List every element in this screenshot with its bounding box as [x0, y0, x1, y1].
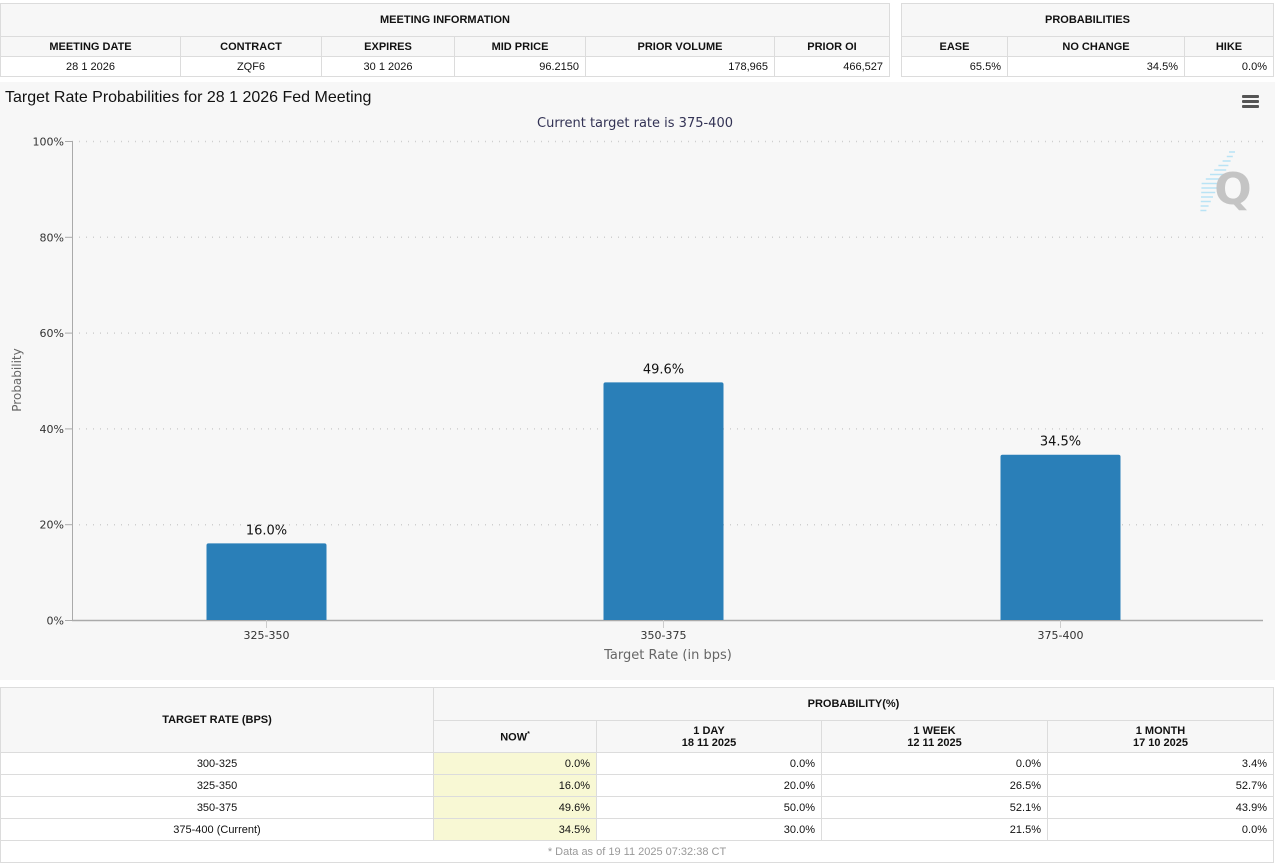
bar-data-label: 16.0% [246, 523, 287, 538]
chart-title: Target Rate Probabilities for 28 1 2026 … [5, 89, 372, 106]
one-week-column-header: 1 WEEK 12 11 2025 [821, 720, 1048, 753]
no-change-value: 34.5% [1007, 56, 1185, 77]
footnote-marker: * [527, 731, 530, 739]
no-change-header: NO CHANGE [1007, 36, 1185, 57]
meeting-date-value: 28 1 2026 [0, 56, 181, 77]
expires-header: EXPIRES [321, 36, 455, 57]
probabilities-table: PROBABILITIES EASE NO CHANGE HIKE 65.5% … [901, 3, 1274, 77]
x-tick-label: 350-375 [641, 629, 687, 642]
y-tick-label: 0% [47, 615, 64, 628]
table-row: 350-375 49.6% 50.0% 52.1% 43.9% [0, 796, 1274, 819]
one-day-cell: 20.0% [596, 774, 822, 797]
contract-value: ZQF6 [180, 56, 322, 77]
one-month-cell: 0.0% [1047, 818, 1274, 841]
hamburger-menu-icon[interactable] [1242, 95, 1259, 109]
probabilities-header: PROBABILITIES [901, 3, 1274, 37]
hike-value: 0.0% [1184, 56, 1274, 77]
one-month-label: 1 MONTH [1135, 724, 1186, 737]
one-month-column-header: 1 MONTH 17 10 2025 [1047, 720, 1274, 753]
bar-chart: Q Current target rate is 375-400 0% 20% 40… [10, 116, 1263, 663]
y-tick-label: 80% [40, 231, 64, 244]
one-day-cell: 0.0% [596, 752, 822, 775]
now-cell: 0.0% [433, 752, 597, 775]
x-tick-label: 325-350 [244, 629, 290, 642]
one-day-column-header: 1 DAY 18 11 2025 [596, 720, 822, 753]
mid-price-header: MID PRICE [454, 36, 586, 57]
one-day-cell: 30.0% [596, 818, 822, 841]
bar-data-label: 49.6% [643, 362, 684, 377]
prior-oi-header: PRIOR OI [774, 36, 890, 57]
y-tick-label: 60% [40, 327, 64, 340]
bar [603, 382, 724, 620]
y-tick-label: 40% [40, 423, 64, 436]
watermark-q: Q [1214, 164, 1251, 215]
chart-panel: Target Rate Probabilities for 28 1 2026 … [0, 82, 1275, 680]
prior-volume-value: 178,965 [585, 56, 775, 77]
one-month-date: 17 10 2025 [1132, 736, 1189, 749]
bar-data-label: 34.5% [1040, 435, 1081, 450]
y-tick-label: 20% [40, 519, 64, 532]
one-week-label: 1 WEEK [913, 724, 956, 737]
ease-header: EASE [901, 36, 1008, 57]
now-cell: 34.5% [433, 818, 597, 841]
mid-price-value: 96.2150 [454, 56, 586, 77]
x-axis-label: Target Rate (in bps) [603, 648, 732, 663]
rate-cell: 300-325 [0, 752, 434, 775]
rate-cell: 375-400 (Current) [0, 818, 434, 841]
now-column-header: NOW* [433, 720, 597, 753]
y-axis-label: Probability [10, 348, 24, 411]
q-logo-icon: Q [1200, 151, 1252, 215]
rate-cell: 350-375 [0, 796, 434, 819]
now-cell: 49.6% [433, 796, 597, 819]
hike-header: HIKE [1184, 36, 1274, 57]
probability-header: PROBABILITY(%) [433, 687, 1274, 721]
data-timestamp-footnote: * Data as of 19 11 2025 07:32:38 CT [0, 840, 1274, 863]
prior-oi-value: 466,527 [774, 56, 890, 77]
one-day-label: 1 DAY [693, 724, 725, 737]
one-day-cell: 50.0% [596, 796, 822, 819]
prior-volume-header: PRIOR VOLUME [585, 36, 775, 57]
y-tick-label: 100% [33, 136, 64, 149]
x-tick-label: 375-400 [1038, 629, 1084, 642]
one-month-cell: 43.9% [1047, 796, 1274, 819]
one-week-cell: 26.5% [821, 774, 1048, 797]
rate-cell: 325-350 [0, 774, 434, 797]
now-cell: 16.0% [433, 774, 597, 797]
contract-header: CONTRACT [180, 36, 322, 57]
target-rate-header: TARGET RATE (BPS) [0, 687, 434, 753]
one-week-cell: 52.1% [821, 796, 1048, 819]
meeting-information-header: MEETING INFORMATION [0, 3, 890, 37]
now-label: NOW [500, 731, 528, 744]
bar [206, 543, 327, 620]
one-month-cell: 3.4% [1047, 752, 1274, 775]
one-week-date: 12 11 2025 [907, 736, 962, 749]
one-day-date: 18 11 2025 [681, 736, 737, 749]
one-month-cell: 52.7% [1047, 774, 1274, 797]
one-week-cell: 0.0% [821, 752, 1048, 775]
ease-value: 65.5% [901, 56, 1008, 77]
one-week-cell: 21.5% [821, 818, 1048, 841]
expires-value: 30 1 2026 [321, 56, 455, 77]
table-row: 325-350 16.0% 20.0% 26.5% 52.7% [0, 774, 1274, 797]
meeting-information-table: MEETING INFORMATION MEETING DATE CONTRAC… [0, 3, 890, 77]
target-rate-probability-table: TARGET RATE (BPS) PROBABILITY(%) NOW* 1 … [0, 687, 1274, 863]
bar [1000, 454, 1121, 620]
table-row: 300-325 0.0% 0.0% 0.0% 3.4% [0, 752, 1274, 775]
table-row: 375-400 (Current) 34.5% 30.0% 21.5% 0.0% [0, 818, 1274, 841]
meeting-date-header: MEETING DATE [0, 36, 181, 57]
chart-subtitle: Current target rate is 375-400 [537, 116, 733, 131]
